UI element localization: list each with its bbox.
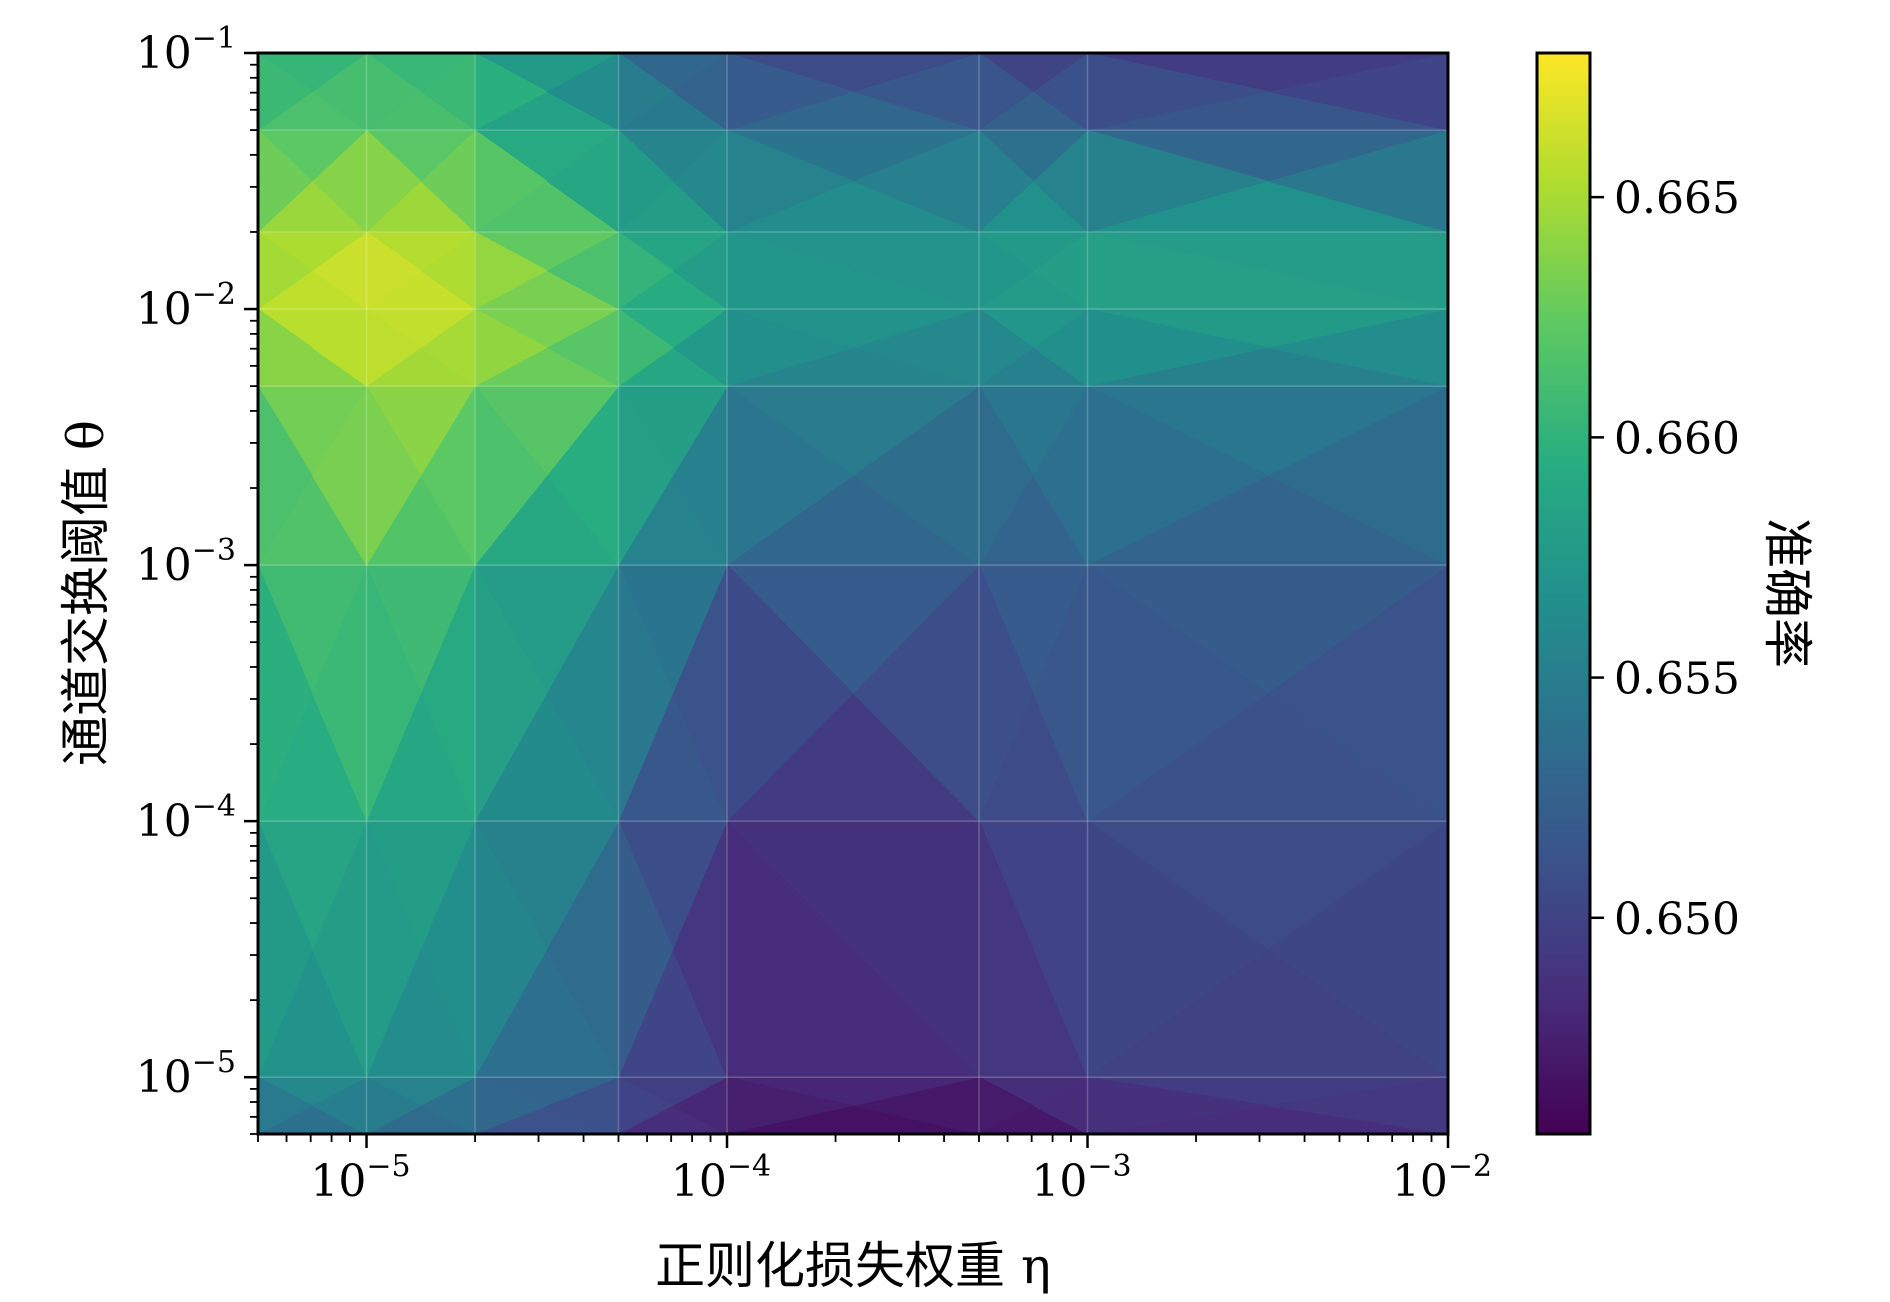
mesh-cell: [474, 308, 548, 387]
x-axis-title: 正则化损失权重 η: [655, 1237, 1051, 1295]
mesh-cell: [618, 384, 674, 567]
grid-lines: [258, 53, 1448, 1134]
x-axis-ticks: 10−5 10−4 10−3 10−2: [257, 1134, 1492, 1207]
mesh-cell: [978, 564, 1034, 822]
mesh-cell: [366, 129, 422, 233]
mesh-cell: [258, 231, 313, 310]
colorbar-tick-label: 0.665: [1614, 173, 1740, 224]
mesh-cell: [258, 564, 313, 822]
mesh-cell: [618, 1076, 674, 1134]
mesh-cell: [366, 231, 422, 310]
mesh-cell: [618, 231, 674, 310]
mesh-cell: [1087, 231, 1268, 310]
mesh-cell: [474, 384, 548, 567]
mesh-cell: [258, 308, 313, 387]
mesh-cell: [618, 564, 674, 822]
x-tick-label: 10−2: [1392, 1149, 1492, 1207]
mesh-cell: [726, 564, 854, 823]
colorbar-tick-label: 0.660: [1614, 413, 1740, 464]
heatmap-mesh: [258, 53, 1448, 1134]
mesh-cell: [258, 820, 313, 1078]
mesh-cell: [726, 231, 855, 310]
colorbar: [1535, 51, 1592, 1136]
y-tick-label: 10−2: [136, 277, 236, 335]
mesh-cell: [726, 385, 854, 566]
mesh-cell: [1087, 1076, 1268, 1134]
mesh-cell: [978, 129, 1034, 233]
plot-frame: [256, 51, 1450, 1136]
mesh-cell: [726, 129, 855, 233]
mesh-cell: [366, 564, 422, 822]
mesh-cell: [258, 129, 313, 233]
mesh-cell: [618, 308, 674, 387]
x-tick-label: 10−4: [671, 1149, 771, 1207]
colorbar-title: 准确率: [1758, 518, 1816, 668]
mesh-cell: [726, 308, 855, 387]
mesh-cell: [1087, 308, 1268, 387]
mesh-cell: [258, 53, 313, 131]
mesh-cell: [726, 53, 855, 131]
mesh-cell: [474, 129, 548, 233]
x-tick-label: 10−3: [1031, 1149, 1131, 1207]
mesh-cell: [366, 1076, 422, 1134]
mesh-cell: [618, 129, 674, 233]
mesh-cell: [474, 563, 548, 823]
mesh-cell: [474, 819, 548, 1079]
mesh-cell: [258, 1076, 314, 1134]
mesh-cell: [978, 308, 1034, 387]
mesh-cell: [1087, 820, 1269, 1078]
mesh-cell: [474, 53, 548, 131]
mesh-cell: [726, 820, 854, 1079]
colorbar-tick-label: 0.655: [1614, 654, 1740, 705]
mesh-cell: [366, 820, 422, 1078]
colorbar-ticks: 0.650 0.655 0.660 0.665: [1590, 173, 1740, 945]
mesh-cell: [1087, 53, 1268, 131]
mesh-cell: [1087, 385, 1269, 566]
mesh-cell: [618, 820, 674, 1078]
mesh-cell: [978, 384, 1034, 567]
mesh-cell: [978, 1076, 1035, 1134]
x-tick-label: 10−5: [310, 1149, 410, 1207]
mesh-cell: [1087, 564, 1269, 822]
mesh-cell: [366, 53, 422, 131]
mesh-cell: [978, 820, 1034, 1078]
mesh-cell: [474, 1076, 548, 1134]
mesh-cell: [366, 384, 422, 567]
mesh-cell: [366, 308, 422, 387]
mesh-cell: [618, 53, 674, 131]
mesh-cell: [1087, 129, 1270, 233]
mesh-cell: [726, 1076, 854, 1134]
y-axis-ticks: 10−5 10−4 10−3 10−2 10−1: [136, 21, 258, 1135]
y-tick-label: 10−1: [136, 21, 236, 79]
y-tick-label: 10−5: [136, 1045, 236, 1103]
mesh-cell: [978, 53, 1034, 131]
y-tick-label: 10−3: [136, 533, 236, 591]
mesh-cell: [258, 385, 313, 566]
mesh-cell: [474, 231, 548, 310]
colorbar-tick-label: 0.650: [1614, 894, 1740, 945]
y-tick-label: 10−4: [136, 789, 236, 847]
mesh-cell: [978, 231, 1034, 310]
y-axis-title: 通道交换阈值 θ: [57, 420, 115, 766]
